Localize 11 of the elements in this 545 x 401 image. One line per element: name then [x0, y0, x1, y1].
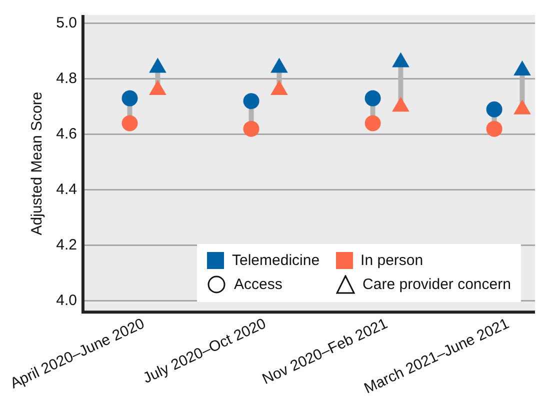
legend-label: In person [360, 252, 424, 270]
annotation: Access [234, 276, 282, 294]
y-tick-label: 4.8 [56, 70, 77, 87]
y-tick-label: 4.0 [56, 292, 77, 310]
y-axis-title: Adjusted Mean Score [28, 92, 46, 236]
annotation: Care provider concern [362, 276, 511, 294]
y-tick-label: 4.4 [56, 181, 77, 198]
y-tick-label: 5.0 [56, 14, 77, 32]
y-tick-label: 4.6 [56, 126, 77, 143]
legend-label: Telemedicine [232, 252, 320, 270]
y-tick-label: 4.2 [56, 236, 77, 254]
